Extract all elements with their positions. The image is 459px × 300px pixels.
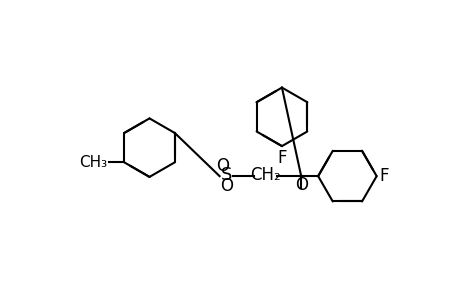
Text: S: S	[220, 167, 232, 184]
Text: F: F	[379, 167, 388, 185]
Text: CH₃: CH₃	[79, 155, 107, 170]
Text: O: O	[294, 176, 307, 194]
Text: F: F	[277, 149, 286, 167]
Text: O: O	[216, 157, 229, 175]
Text: O: O	[219, 177, 233, 195]
Text: CH₂: CH₂	[249, 167, 280, 184]
